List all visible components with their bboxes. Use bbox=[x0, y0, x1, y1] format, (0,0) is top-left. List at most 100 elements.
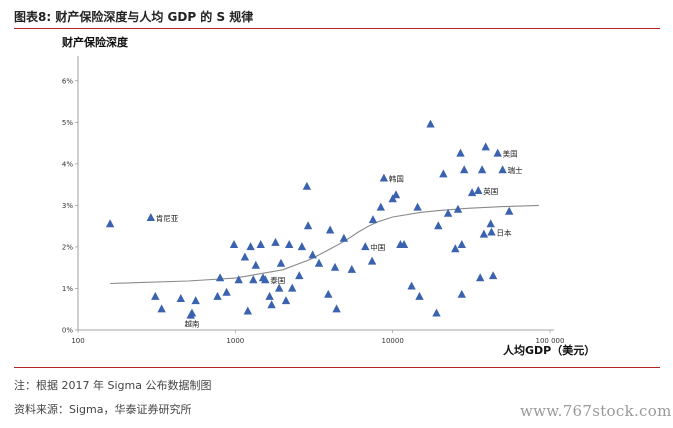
figure-source: 资料来源：Sigma，华泰证券研究所 bbox=[14, 403, 192, 416]
figure-title: 图表8: 财产保险深度与人均 GDP 的 S 规律 bbox=[14, 10, 254, 24]
data-point bbox=[246, 242, 255, 251]
data-point bbox=[265, 291, 274, 300]
country-annotation: 中国 bbox=[370, 242, 385, 252]
data-point bbox=[388, 194, 397, 203]
y-tick-label: 3% bbox=[62, 202, 73, 210]
data-point bbox=[481, 142, 490, 151]
data-point bbox=[261, 275, 270, 284]
data-point bbox=[505, 206, 514, 215]
y-tick-label: 4% bbox=[62, 160, 73, 168]
data-point bbox=[213, 291, 222, 300]
country-annotation: 英国 bbox=[483, 186, 498, 196]
data-point bbox=[457, 289, 466, 298]
figure-note: 注：根据 2017 年 Sigma 公布数据制图 bbox=[14, 379, 212, 392]
trend-curve-layer bbox=[110, 204, 539, 285]
data-point bbox=[498, 165, 507, 174]
data-point bbox=[176, 294, 185, 302]
data-point bbox=[376, 202, 385, 211]
data-point bbox=[303, 221, 313, 230]
data-point bbox=[347, 264, 356, 273]
data-point bbox=[361, 242, 370, 251]
data-point bbox=[243, 306, 252, 315]
data-point bbox=[240, 252, 250, 261]
data-point bbox=[426, 119, 435, 128]
data-point bbox=[187, 308, 197, 317]
data-point bbox=[222, 287, 231, 296]
y-tick-label: 5% bbox=[62, 119, 73, 127]
data-point bbox=[476, 273, 485, 282]
data-point bbox=[379, 173, 389, 182]
data-point bbox=[314, 258, 324, 267]
country-annotation: 越南 bbox=[184, 318, 199, 328]
data-point bbox=[295, 271, 304, 280]
country-annotation: 瑞士 bbox=[508, 165, 523, 175]
data-point bbox=[413, 202, 422, 211]
data-point bbox=[439, 169, 448, 178]
data-point bbox=[488, 271, 498, 280]
data-point bbox=[267, 300, 276, 309]
trend-curve bbox=[110, 204, 539, 285]
data-point bbox=[302, 181, 312, 190]
data-point bbox=[479, 229, 489, 238]
x-tick-label: 100 000 bbox=[536, 337, 565, 345]
axes: 0% 1% 2% 3% 4% 5% 6% 100 1000 10000 100 000 bbox=[62, 56, 565, 345]
country-annotation: 泰国 bbox=[270, 275, 285, 285]
data-point bbox=[157, 304, 166, 313]
data-point bbox=[215, 273, 225, 282]
data-point bbox=[407, 281, 416, 290]
y-tick-label: 2% bbox=[62, 243, 73, 251]
data-point bbox=[234, 275, 243, 284]
data-point bbox=[146, 213, 155, 221]
data-point bbox=[288, 283, 297, 292]
data-point bbox=[391, 190, 401, 199]
data-point bbox=[281, 296, 291, 305]
country-annotation: 日本 bbox=[497, 227, 512, 237]
data-point bbox=[324, 289, 333, 298]
data-point bbox=[474, 186, 483, 194]
y-tick-label: 6% bbox=[62, 77, 73, 85]
data-point bbox=[339, 233, 349, 242]
data-point bbox=[456, 148, 465, 157]
data-point bbox=[275, 283, 284, 292]
data-point bbox=[325, 225, 335, 234]
country-annotation: 韩国 bbox=[389, 173, 404, 183]
country-annotation: 美国 bbox=[503, 148, 518, 158]
data-point bbox=[367, 256, 377, 265]
watermark: www.767stock.com bbox=[520, 402, 672, 420]
data-point bbox=[251, 260, 260, 269]
data-point bbox=[477, 165, 487, 174]
data-point bbox=[451, 244, 460, 253]
data-point bbox=[276, 258, 286, 267]
data-point bbox=[487, 227, 496, 236]
data-point bbox=[443, 208, 453, 217]
data-point bbox=[297, 242, 307, 251]
x-tick-label: 10000 bbox=[382, 337, 404, 345]
data-point bbox=[434, 221, 443, 230]
y-tick-label: 1% bbox=[62, 285, 73, 293]
data-point bbox=[308, 250, 317, 259]
y-axis-label: 财产保险深度 bbox=[61, 35, 129, 49]
data-point bbox=[460, 165, 469, 174]
x-axis-label: 人均GDP（美元） bbox=[503, 343, 595, 357]
data-point bbox=[191, 296, 200, 305]
title-rule bbox=[14, 28, 660, 29]
data-point bbox=[105, 219, 115, 228]
data-point bbox=[151, 291, 160, 300]
data-point bbox=[368, 215, 378, 224]
data-point bbox=[457, 240, 466, 248]
country-annotation: 肯尼亚 bbox=[156, 213, 179, 223]
data-point bbox=[330, 262, 340, 271]
bottom-rule bbox=[14, 367, 660, 368]
data-point bbox=[229, 240, 239, 248]
data-point bbox=[271, 237, 280, 246]
data-point bbox=[493, 148, 502, 157]
points-layer bbox=[105, 119, 514, 319]
data-point bbox=[399, 240, 409, 248]
data-point bbox=[415, 291, 424, 300]
data-point bbox=[256, 240, 265, 248]
y-tick-label: 0% bbox=[62, 327, 73, 335]
data-point bbox=[486, 219, 495, 228]
data-point bbox=[453, 204, 463, 213]
